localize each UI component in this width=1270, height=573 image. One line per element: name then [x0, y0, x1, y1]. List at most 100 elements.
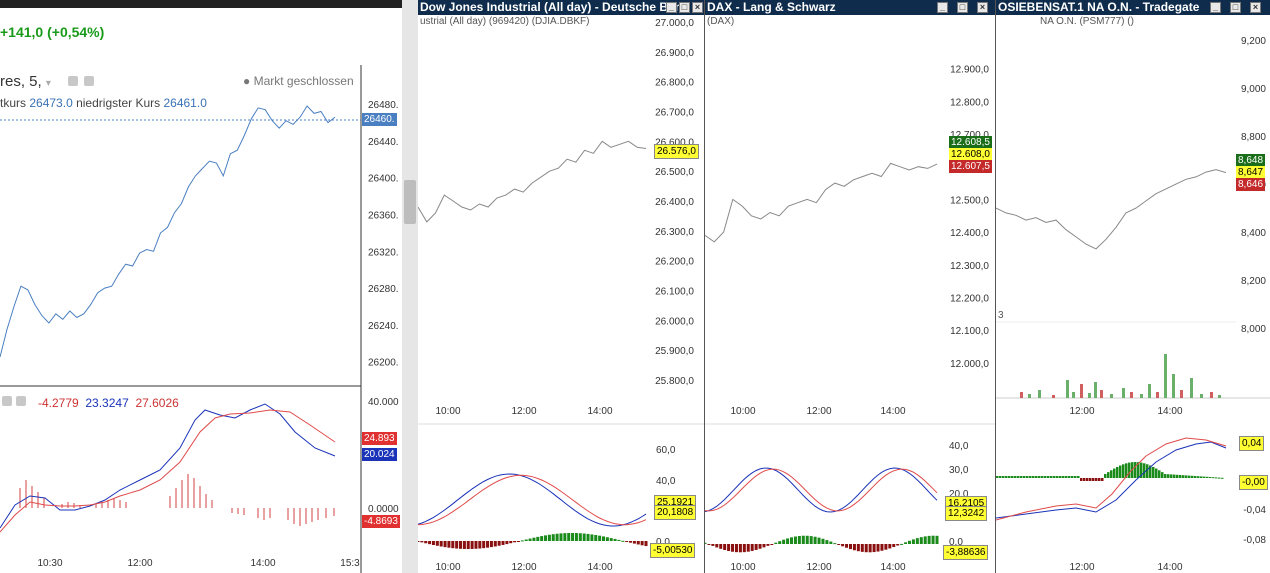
y-tick-label: 12.100,0 [950, 326, 989, 337]
settings-icon[interactable] [2, 396, 12, 406]
x-tick-label: 10:00 [730, 406, 755, 417]
histogram-bar [833, 543, 837, 545]
close-icon[interactable] [16, 396, 26, 406]
histogram-bar [715, 544, 719, 548]
histogram-bar [841, 544, 845, 547]
volume-bar [1148, 384, 1151, 398]
macd-values: -4.2779 23.3247 27.6026 [38, 396, 179, 410]
histogram-bar [1176, 474, 1179, 478]
x-tick-label: 10:30 [37, 558, 62, 569]
stats-line: tkurs 26473.0 niedrigster Kurs 26461.0 [0, 96, 207, 110]
histogram-bar [723, 544, 727, 551]
window-titlebar[interactable]: OSIEBENSAT.1 NA O.N. - Tradegate [996, 0, 1270, 15]
y-tick-label: 26.200,0 [655, 257, 694, 268]
minimize-icon[interactable]: _ [666, 2, 677, 13]
histogram-bar [1038, 476, 1041, 478]
gear-icon[interactable] [84, 76, 94, 86]
histogram-bar [770, 544, 774, 545]
histogram-bar [766, 544, 770, 546]
price-line [705, 162, 938, 243]
histogram-bar [605, 537, 609, 541]
histogram-bar [1068, 476, 1071, 478]
histogram-bar [547, 534, 551, 541]
histogram-bar [1161, 472, 1164, 478]
y-tick-label: 26200. [368, 358, 399, 369]
price-tag: 26.576,0 [654, 144, 699, 159]
x-tick-label: 14:00 [880, 406, 905, 417]
scrollbar[interactable] [402, 0, 418, 573]
histogram-bar [1215, 477, 1218, 479]
histogram-bar [462, 541, 466, 549]
histogram-bar [923, 536, 927, 544]
macd-value-2: 23.3247 [85, 396, 129, 410]
histogram-bar [428, 541, 432, 545]
y-tick-label: 40,0 [949, 441, 969, 452]
histogram-bar [821, 538, 825, 544]
minimize-icon[interactable]: _ [937, 2, 948, 13]
close-icon[interactable]: × [977, 2, 988, 13]
subtitle: NA O.N. (PSM777) () [1040, 16, 1134, 27]
histogram-bar [1074, 476, 1077, 478]
y-tick-label: 12.800,0 [950, 97, 989, 108]
restore-icon[interactable]: □ [957, 2, 968, 13]
panel1-chart: 26200. 26240. 26280. 26320. 26360. 26400. 2644… [0, 65, 399, 573]
histogram-bar [731, 544, 735, 552]
histogram-bar [805, 535, 809, 544]
y-tick-label: 8,800 [1241, 132, 1266, 143]
histogram-bar [1191, 475, 1194, 478]
hist-tag: -3,88636 [943, 545, 989, 560]
osc-tag-2: 12,3242 [945, 506, 988, 521]
x-tick-label: 12:00 [806, 562, 831, 573]
y-tick-label: 40,0 [656, 476, 676, 487]
histogram-bar [1128, 462, 1131, 478]
window-title: Dow Jones Industrial (All day) - Deutsch… [420, 0, 689, 14]
y-tick-label: 26240. [368, 321, 399, 332]
y-tick-label: 26440. [368, 137, 399, 148]
restore-icon[interactable]: □ [679, 2, 690, 13]
histogram-bar [1014, 476, 1017, 478]
y-tick-label: 12.300,0 [950, 261, 989, 272]
y-tick-label: 8,400 [1241, 228, 1266, 239]
x-tick-label: 10:00 [730, 562, 755, 573]
histogram-bar [1062, 476, 1065, 478]
y-tick-label: 26360. [368, 211, 399, 222]
histogram-bar [625, 541, 629, 542]
histogram-bar [1098, 478, 1101, 481]
y-tick-label: 26400. [368, 174, 399, 185]
histogram-bar [719, 544, 723, 549]
window-titlebar[interactable]: Dow Jones Industrial (All day) - Deutsch… [418, 0, 704, 15]
histogram-bar [1209, 477, 1212, 478]
y-tick-label: 26.100,0 [655, 287, 694, 298]
window-titlebar[interactable]: DAX - Lang & Schwarz [705, 0, 995, 15]
histogram-bar [707, 544, 711, 545]
y-tick-label: 12.000,0 [950, 359, 989, 370]
histogram-bar [1125, 463, 1128, 478]
settings-icon[interactable] [68, 76, 78, 86]
volume-bar [1080, 384, 1083, 398]
histogram-bar [486, 541, 490, 548]
histogram-bar [896, 544, 900, 546]
minimize-icon[interactable]: _ [1210, 2, 1221, 13]
histogram-bar [793, 536, 797, 544]
histogram-bar [555, 533, 559, 541]
volume-label: 3 [998, 310, 1004, 321]
histogram-bar [817, 537, 821, 544]
restore-icon[interactable]: □ [1230, 2, 1241, 13]
histogram-bar [420, 541, 424, 543]
signal-line-red [418, 474, 647, 526]
chevron-down-icon[interactable]: ▾ [45, 78, 51, 89]
price-tag: 26460. [362, 113, 397, 126]
price-tag-last: 8,647 [1236, 166, 1266, 179]
y-tick-label: 26.500,0 [655, 167, 694, 178]
close-icon[interactable]: × [692, 2, 703, 13]
y-tick-label: 20,0 [949, 489, 969, 500]
y-tick-label: 25.900,0 [655, 346, 694, 357]
scrollbar-thumb[interactable] [404, 180, 416, 224]
y-tick-label: 26320. [368, 247, 399, 258]
histogram-bar [911, 539, 915, 544]
close-icon[interactable]: × [1250, 2, 1261, 13]
signal-line-blue [418, 473, 647, 527]
histogram-bar [1044, 476, 1047, 478]
histogram-bar [786, 538, 790, 544]
histogram-bar [1122, 464, 1125, 478]
